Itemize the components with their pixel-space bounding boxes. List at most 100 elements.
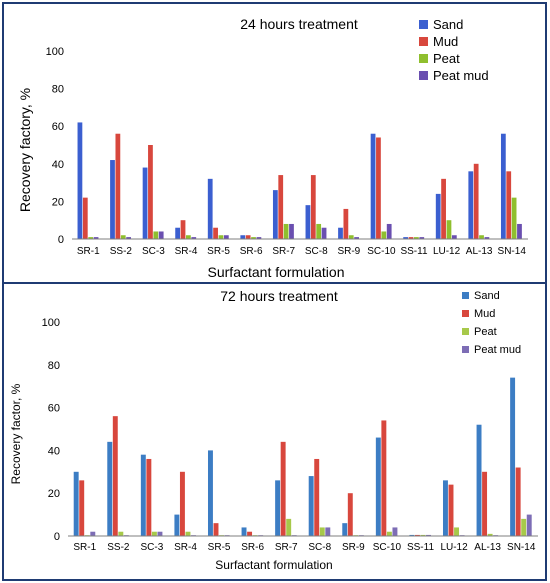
y-axis-label: Recovery factory, % <box>17 88 33 212</box>
x-tick-label: SR-7 <box>272 246 295 257</box>
bar <box>515 467 521 536</box>
bar <box>342 523 348 536</box>
x-tick-label: SS-11 <box>407 542 434 553</box>
bar <box>247 531 253 536</box>
bar <box>77 122 83 239</box>
bar <box>142 167 148 239</box>
bar <box>157 531 163 536</box>
legend-swatch <box>419 20 428 29</box>
bar <box>223 235 229 239</box>
bar <box>381 231 387 239</box>
x-tick-label: SR-5 <box>207 246 230 257</box>
bar <box>506 171 512 239</box>
bar <box>319 527 325 536</box>
bar <box>343 208 349 239</box>
chart-panel-72h: 72 hours treatment Recovery factor, % Su… <box>2 284 547 581</box>
y-axis-label: Recovery factor, % <box>9 383 23 484</box>
bar <box>305 205 311 239</box>
legend: Sand Mud Peat Peat mud <box>462 290 521 356</box>
x-tick-label: SC-8 <box>305 246 328 257</box>
bar <box>354 237 360 239</box>
bar <box>448 484 454 536</box>
legend: Sand Mud Peat Peat mud <box>419 17 489 83</box>
bar <box>79 480 85 536</box>
bar <box>484 237 490 239</box>
bar <box>107 441 113 536</box>
legend-swatch <box>462 310 469 317</box>
x-tick-label: SC-3 <box>141 542 164 553</box>
bar <box>174 514 180 536</box>
bar <box>179 471 185 536</box>
y-tick-label: 80 <box>52 84 64 96</box>
bar <box>426 534 431 536</box>
chart-24h: 24 hours treatment Recovery factory, % S… <box>17 16 528 280</box>
bar <box>280 441 286 536</box>
bar <box>140 454 146 536</box>
bar <box>93 237 99 239</box>
bar <box>240 235 246 239</box>
bar <box>308 476 314 536</box>
y-tick-label: 80 <box>48 360 60 372</box>
bar <box>314 458 320 536</box>
bar <box>146 458 152 536</box>
bar <box>521 518 527 536</box>
bar <box>479 235 484 239</box>
bar <box>482 471 488 536</box>
bar <box>185 531 191 536</box>
y-axis: 0 20 40 60 80 100 <box>42 317 60 543</box>
bar <box>442 480 448 536</box>
bar <box>392 527 398 536</box>
y-tick-label: 0 <box>54 531 60 543</box>
x-tick-label: AL-13 <box>466 246 493 257</box>
bar <box>207 450 213 536</box>
y-tick-label: 0 <box>58 234 64 246</box>
x-axis-label: Surfactant formulation <box>215 558 332 572</box>
x-axis: SR-1 SS-2 SC-3 SR-4 SR-5 SR-6 SR-7 SC-8 SR-9 SC-1… <box>73 542 535 553</box>
bar <box>451 235 457 239</box>
bar <box>256 237 262 239</box>
bar <box>82 197 88 239</box>
bar <box>115 133 121 239</box>
bar <box>289 223 294 239</box>
x-tick-label: AL-13 <box>474 542 501 553</box>
x-tick-label: SC-8 <box>308 542 331 553</box>
bar <box>218 235 224 239</box>
bar <box>316 223 322 239</box>
x-tick-label: SR-6 <box>241 542 264 553</box>
x-tick-label: SR-5 <box>208 542 231 553</box>
bar <box>403 237 409 239</box>
bar <box>347 493 353 536</box>
bar <box>386 223 392 239</box>
bar <box>207 178 213 239</box>
bars <box>77 122 522 239</box>
bar <box>321 227 327 239</box>
bar <box>338 227 343 239</box>
legend-swatch <box>419 71 428 80</box>
bars <box>73 377 532 536</box>
bar <box>454 527 460 536</box>
chart-title: 24 hours treatment <box>240 16 358 32</box>
bar <box>419 237 425 239</box>
x-tick-label: LU-12 <box>433 246 461 257</box>
x-tick-label: SC-10 <box>373 542 402 553</box>
legend-swatch <box>419 54 428 63</box>
bar <box>90 531 96 536</box>
bar <box>112 416 118 536</box>
chart-panel-24h: 24 hours treatment Recovery factory, % S… <box>2 2 547 284</box>
x-tick-label: SS-2 <box>107 542 130 553</box>
bar <box>409 534 415 536</box>
bar <box>118 531 124 536</box>
bar <box>381 420 387 536</box>
bar <box>310 175 316 239</box>
x-tick-label: SN-14 <box>498 246 527 257</box>
bar <box>526 514 532 536</box>
legend-swatch <box>419 37 428 46</box>
bar <box>180 220 186 239</box>
legend-label: Peat <box>474 326 497 338</box>
y-tick-label: 100 <box>42 317 60 329</box>
x-tick-label: SR-1 <box>77 246 100 257</box>
x-tick-label: SR-9 <box>337 246 360 257</box>
x-tick-label: SR-7 <box>275 542 298 553</box>
bar <box>446 220 452 239</box>
x-tick-label: SR-9 <box>342 542 365 553</box>
